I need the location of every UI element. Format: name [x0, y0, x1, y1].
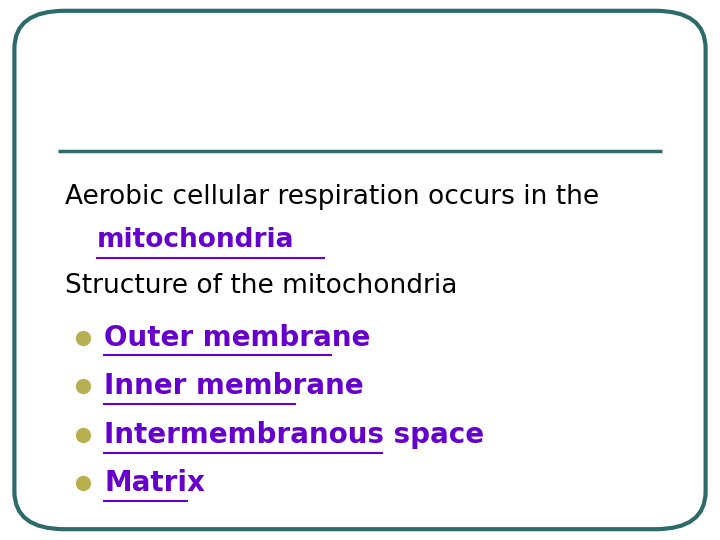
Text: Structure of the mitochondria: Structure of the mitochondria	[65, 273, 457, 299]
Text: mitochondria: mitochondria	[97, 227, 294, 253]
Text: Aerobic cellular respiration occurs in the: Aerobic cellular respiration occurs in t…	[65, 184, 599, 210]
Text: Outer membrane: Outer membrane	[104, 323, 371, 352]
Text: Intermembranous space: Intermembranous space	[104, 421, 485, 449]
Text: Inner membrane: Inner membrane	[104, 372, 364, 400]
FancyBboxPatch shape	[14, 11, 706, 529]
Text: Matrix: Matrix	[104, 469, 205, 497]
